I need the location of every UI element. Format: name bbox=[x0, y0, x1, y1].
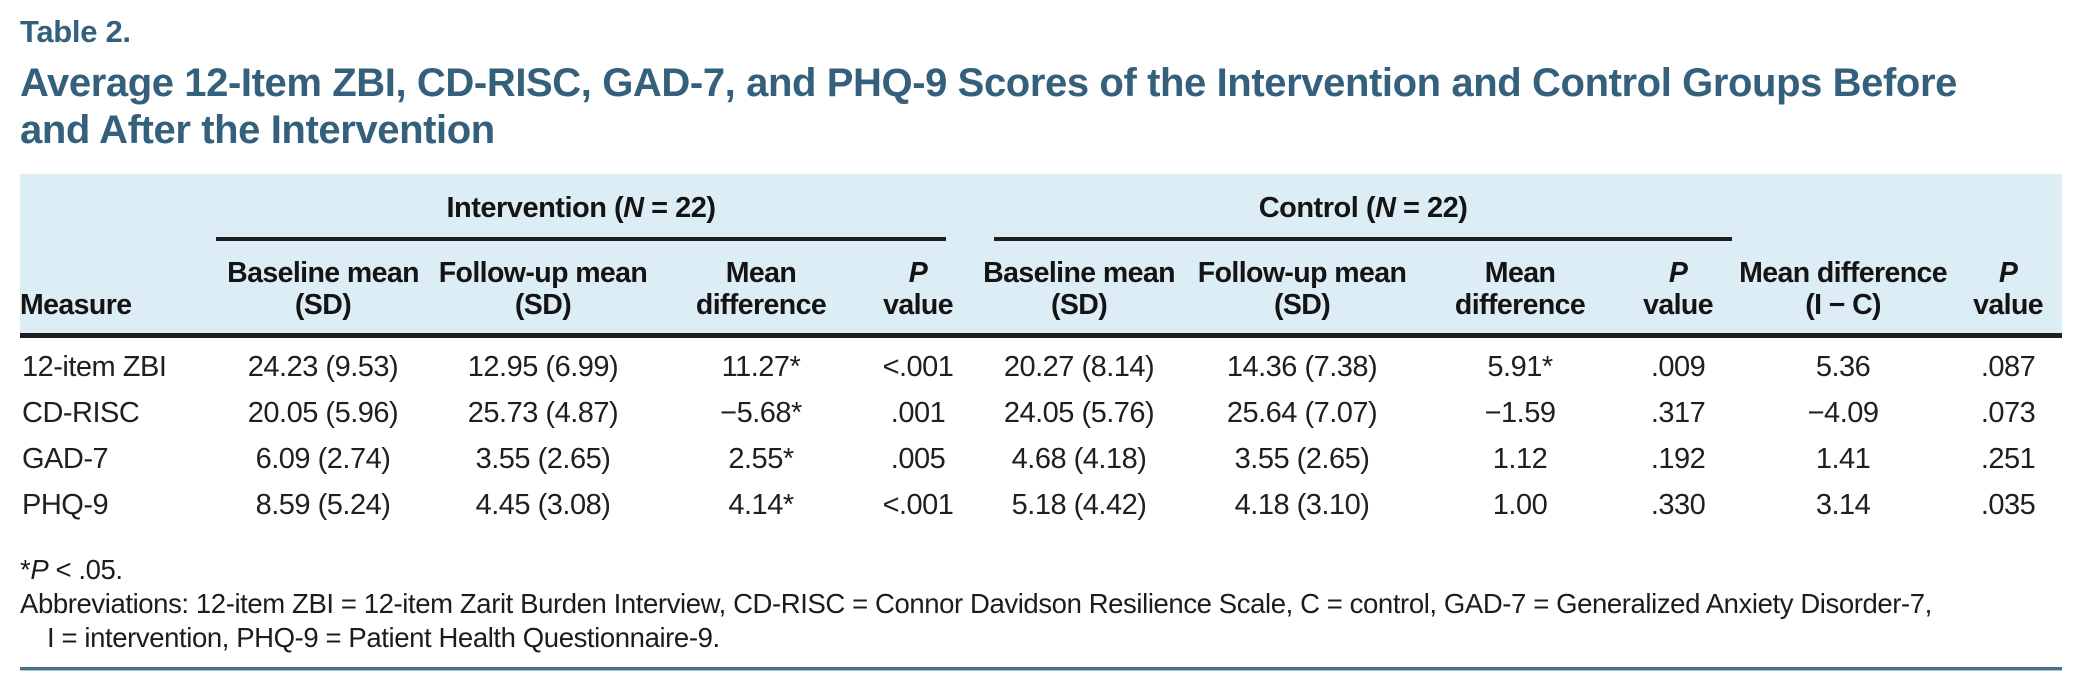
significance-threshold: < .05. bbox=[48, 554, 124, 585]
bottom-rule-dark-line bbox=[20, 667, 2062, 671]
cell-i-pvalue: <.001 bbox=[882, 351, 954, 383]
cell-measure: PHQ-9 bbox=[22, 489, 109, 521]
cell-i-meandiff: 4.14* bbox=[728, 489, 794, 521]
cell-c-meandiff: 1.00 bbox=[1492, 489, 1548, 521]
cell-c-followup: 25.64 (7.07) bbox=[1226, 397, 1378, 429]
cell-c-pvalue: .317 bbox=[1650, 397, 1706, 429]
cell-meandiff-ic: 3.14 bbox=[1815, 489, 1871, 521]
table-row-gad7: GAD-7 6.09 (2.74) 3.55 (2.65) 2.55* .005… bbox=[20, 436, 2062, 482]
cell-measure: 12-item ZBI bbox=[22, 351, 167, 383]
cell-i-baseline: 20.05 (5.96) bbox=[247, 397, 399, 429]
cell-c-pvalue: .192 bbox=[1650, 443, 1706, 475]
cell-meandiff-ic: 1.41 bbox=[1815, 443, 1871, 475]
cell-i-followup: 25.73 (4.87) bbox=[467, 397, 619, 429]
significance-p-symbol: P bbox=[30, 554, 49, 585]
cell-i-baseline: 6.09 (2.74) bbox=[255, 443, 391, 475]
group-header-intervention: Intervention (N = 22) bbox=[216, 173, 971, 241]
cell-c-followup: 4.18 (3.10) bbox=[1234, 489, 1370, 521]
significance-footnote: *P < .05. bbox=[20, 553, 2062, 587]
abbreviations-line1: Abbreviations: 12-item ZBI = 12-item Zar… bbox=[20, 587, 1932, 619]
group-spacer-measure bbox=[20, 173, 216, 241]
column-header-c-baseline: Baseline mean (SD) bbox=[970, 240, 1189, 338]
significance-star: * bbox=[20, 554, 31, 585]
cell-pvalue-ic: .073 bbox=[1980, 397, 2036, 429]
cell-c-baseline: 24.05 (5.76) bbox=[1003, 397, 1155, 429]
group-header-control: Control (N = 22) bbox=[970, 173, 1733, 241]
control-group-label: Control ( bbox=[1258, 191, 1376, 224]
group-spacer-right bbox=[1732, 173, 2063, 241]
table-row-phq9: PHQ-9 8.59 (5.24) 4.45 (3.08) 4.14* <.00… bbox=[20, 482, 2062, 528]
cell-i-pvalue: .005 bbox=[890, 443, 946, 475]
column-header-i-followup: Follow-up mean (SD) bbox=[430, 240, 656, 338]
column-header-i-meandiff: Mean difference bbox=[656, 240, 866, 338]
cell-meandiff-ic: 5.36 bbox=[1815, 351, 1871, 383]
cell-c-followup: 14.36 (7.38) bbox=[1226, 351, 1378, 383]
cell-measure: CD-RISC bbox=[22, 397, 140, 429]
cell-i-pvalue: <.001 bbox=[882, 489, 954, 521]
column-header-meandiff-ic: Mean difference (I − C) bbox=[1732, 240, 1955, 338]
cell-i-meandiff: −5.68* bbox=[720, 397, 802, 429]
column-header-c-followup: Follow-up mean (SD) bbox=[1188, 240, 1417, 338]
footnotes: *P < .05. Abbreviations: 12-item ZBI = 1… bbox=[20, 553, 2062, 654]
table-title: Average 12-Item ZBI, CD-RISC, GAD-7, and… bbox=[20, 61, 1957, 152]
cell-c-baseline: 4.68 (4.18) bbox=[1011, 443, 1147, 475]
bottom-rule bbox=[20, 667, 2062, 672]
cell-pvalue-ic: .035 bbox=[1980, 489, 2036, 521]
cell-c-pvalue: .330 bbox=[1650, 489, 1706, 521]
column-header-measure: Measure bbox=[20, 240, 216, 338]
cell-i-meandiff: 11.27* bbox=[721, 351, 801, 383]
cell-i-baseline: 8.59 (5.24) bbox=[255, 489, 391, 521]
cell-i-meandiff: 2.55* bbox=[728, 443, 794, 475]
cell-c-pvalue: .009 bbox=[1650, 351, 1706, 383]
table-number-label: Table 2. bbox=[20, 14, 131, 49]
cell-pvalue-ic: .087 bbox=[1980, 351, 2036, 383]
abbreviations-line2: I = intervention, PHQ-9 = Patient Health… bbox=[47, 621, 720, 653]
cell-measure: GAD-7 bbox=[22, 443, 109, 475]
bottom-rule-light-line bbox=[20, 670, 2062, 672]
cell-c-followup: 3.55 (2.65) bbox=[1234, 443, 1370, 475]
intervention-n-symbol: N bbox=[623, 191, 644, 224]
cell-c-baseline: 5.18 (4.42) bbox=[1011, 489, 1147, 521]
cell-c-meandiff: 1.12 bbox=[1492, 443, 1548, 475]
cell-i-baseline: 24.23 (9.53) bbox=[247, 351, 399, 383]
cell-i-followup: 12.95 (6.99) bbox=[467, 351, 619, 383]
group-header-row: Intervention (N = 22) Control (N = 22) bbox=[20, 173, 2063, 241]
table-row-zbi: 12-item ZBI 24.23 (9.53) 12.95 (6.99) 11… bbox=[20, 336, 2062, 391]
results-table: Intervention (N = 22) Control (N = 22) M… bbox=[20, 173, 2063, 528]
intervention-n-count: = 22) bbox=[643, 191, 716, 224]
table-row-cdrisc: CD-RISC 20.05 (5.96) 25.73 (4.87) −5.68*… bbox=[20, 390, 2062, 436]
column-header-c-meandiff: Mean difference bbox=[1416, 240, 1625, 338]
cell-i-followup: 3.55 (2.65) bbox=[475, 443, 611, 475]
intervention-group-label: Intervention ( bbox=[446, 191, 624, 224]
cell-pvalue-ic: .251 bbox=[1980, 443, 2036, 475]
cell-c-baseline: 20.27 (8.14) bbox=[1003, 351, 1155, 383]
cell-i-followup: 4.45 (3.08) bbox=[475, 489, 611, 521]
control-n-symbol: N bbox=[1375, 191, 1396, 224]
cell-c-meandiff: −1.59 bbox=[1484, 397, 1556, 429]
column-header-row: Measure Baseline mean (SD) Follow-up mean… bbox=[20, 240, 2063, 338]
control-n-count: = 22) bbox=[1395, 191, 1468, 224]
cell-c-meandiff: 5.91* bbox=[1487, 351, 1553, 383]
cell-i-pvalue: .001 bbox=[890, 397, 946, 429]
column-header-i-baseline: Baseline mean (SD) bbox=[216, 240, 430, 338]
cell-meandiff-ic: −4.09 bbox=[1807, 397, 1879, 429]
